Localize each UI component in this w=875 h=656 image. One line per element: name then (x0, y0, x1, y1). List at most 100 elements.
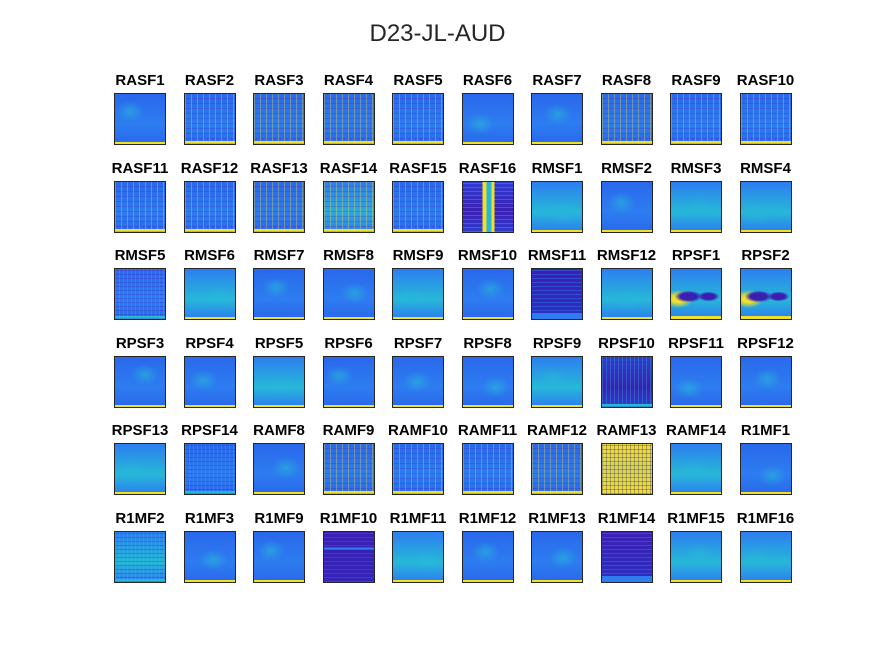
panel-title: RPSF6 (324, 334, 373, 352)
heatmap-panel (183, 180, 236, 233)
panel-title: RASF9 (671, 72, 721, 89)
heatmap-panel (183, 355, 236, 408)
panel-title: RPSF3 (115, 334, 165, 352)
heatmap-panel (670, 443, 722, 495)
panel-title: RMSF10 (457, 247, 518, 264)
panel-title: RPSF7 (393, 334, 443, 352)
heatmap-panel (392, 93, 444, 145)
heatmap-panel (114, 268, 166, 320)
heatmap-panel (531, 93, 583, 145)
heatmap-panel (114, 443, 166, 495)
panel-title: RPSF13 (111, 422, 169, 439)
panel-title: RMSF4 (740, 159, 791, 177)
heatmap-panel (670, 268, 722, 320)
panel-title: RMSF3 (670, 159, 722, 177)
panel-title: R1MF14 (597, 509, 656, 527)
panel-title: RASF6 (462, 72, 513, 89)
heatmap-panel (322, 443, 375, 495)
heatmap-panel (461, 530, 514, 583)
heatmap-panel (322, 268, 375, 320)
panel-title: R1MF13 (528, 509, 586, 527)
panel-title: RMSF11 (527, 247, 587, 264)
panel-title: RAMF14 (665, 422, 726, 439)
panel-title: RMSF6 (184, 247, 235, 264)
panel-title: RASF5 (393, 72, 443, 89)
heatmap-panel (183, 530, 236, 583)
panel-title: RAMF13 (596, 422, 657, 439)
panel-title: RMSF7 (253, 247, 305, 264)
panel-title: R1MF3 (184, 509, 235, 527)
heatmap-panel (253, 268, 305, 320)
panel-title: R1MF11 (389, 509, 447, 527)
panel-title: RASF16 (458, 159, 517, 177)
panel-title: R1MF16 (736, 509, 795, 527)
heatmap-panel (600, 180, 653, 233)
panel-title: RPSF12 (737, 334, 794, 352)
heatmap-panel (461, 180, 514, 233)
panel-title: RAMF10 (387, 422, 448, 439)
panel-title: RAMF12 (526, 422, 587, 439)
heatmap-panel (461, 93, 514, 145)
panel-title: RMSF2 (601, 159, 652, 177)
heatmap-panel (114, 530, 166, 583)
heatmap-panel (461, 355, 514, 408)
panel-title: RMSF1 (531, 159, 583, 177)
heatmap-panel (600, 355, 653, 408)
heatmap-panel (114, 93, 166, 145)
heatmap-panel (670, 93, 722, 145)
panel-title: RASF1 (115, 72, 165, 89)
heatmap-panel (183, 443, 236, 495)
panel-title: RMSF9 (392, 247, 444, 264)
panel-title: RASF11 (111, 159, 169, 177)
heatmap-panel (392, 530, 444, 583)
panel-title: RASF15 (389, 159, 447, 177)
panel-title: RPSF10 (598, 334, 655, 352)
heatmap-panel (392, 180, 444, 233)
panel-title: RASF3 (254, 72, 304, 89)
panel-title: RPSF11 (668, 334, 724, 352)
heatmap-panel (670, 355, 722, 408)
panel-title: RPSF1 (671, 247, 721, 264)
heatmap-panel (322, 93, 375, 145)
panel-title: RMSF8 (323, 247, 374, 264)
panel-title: R1MF1 (740, 422, 791, 439)
panel-title: RAMF11 (457, 422, 518, 439)
heatmap-panel (322, 530, 375, 583)
panel-title: RASF12 (180, 159, 239, 177)
heatmap-panel (739, 180, 792, 233)
heatmap-panel (114, 355, 166, 408)
heatmap-panel (392, 443, 444, 495)
heatmap-panel (114, 180, 166, 233)
panel-title: R1MF10 (319, 509, 378, 527)
panel-title: RAMF9 (322, 422, 375, 439)
heatmap-panel (739, 93, 792, 145)
panel-title: RASF10 (736, 72, 795, 89)
panel-title: RPSF4 (185, 334, 234, 352)
heatmap-panel (739, 443, 792, 495)
heatmap-panel (739, 268, 792, 320)
panel-title: RASF14 (319, 159, 378, 177)
heatmap-panel (253, 530, 305, 583)
heatmap-panel (322, 180, 375, 233)
panel-title: R1MF2 (115, 509, 165, 527)
panel-title: R1MF9 (254, 509, 304, 527)
heatmap-panel (253, 180, 305, 233)
heatmap-panel (183, 268, 236, 320)
panel-title: R1MF15 (667, 509, 725, 527)
heatmap-panel (670, 180, 722, 233)
heatmap-panel (253, 355, 305, 408)
panel-title: RPSF8 (463, 334, 512, 352)
panel-title: RMSF5 (114, 247, 166, 264)
panel-title: RASF2 (184, 72, 235, 89)
heatmap-panel (531, 443, 583, 495)
panel-title: RASF7 (532, 72, 582, 89)
panel-title: RPSF14 (181, 422, 238, 439)
panel-title: RPSF9 (532, 334, 582, 352)
heatmap-panel (739, 355, 792, 408)
heatmap-panel (600, 268, 653, 320)
panel-title: RPSF2 (741, 247, 790, 264)
heatmap-panel (531, 355, 583, 408)
heatmap-panel (392, 268, 444, 320)
heatmap-panel (183, 93, 236, 145)
